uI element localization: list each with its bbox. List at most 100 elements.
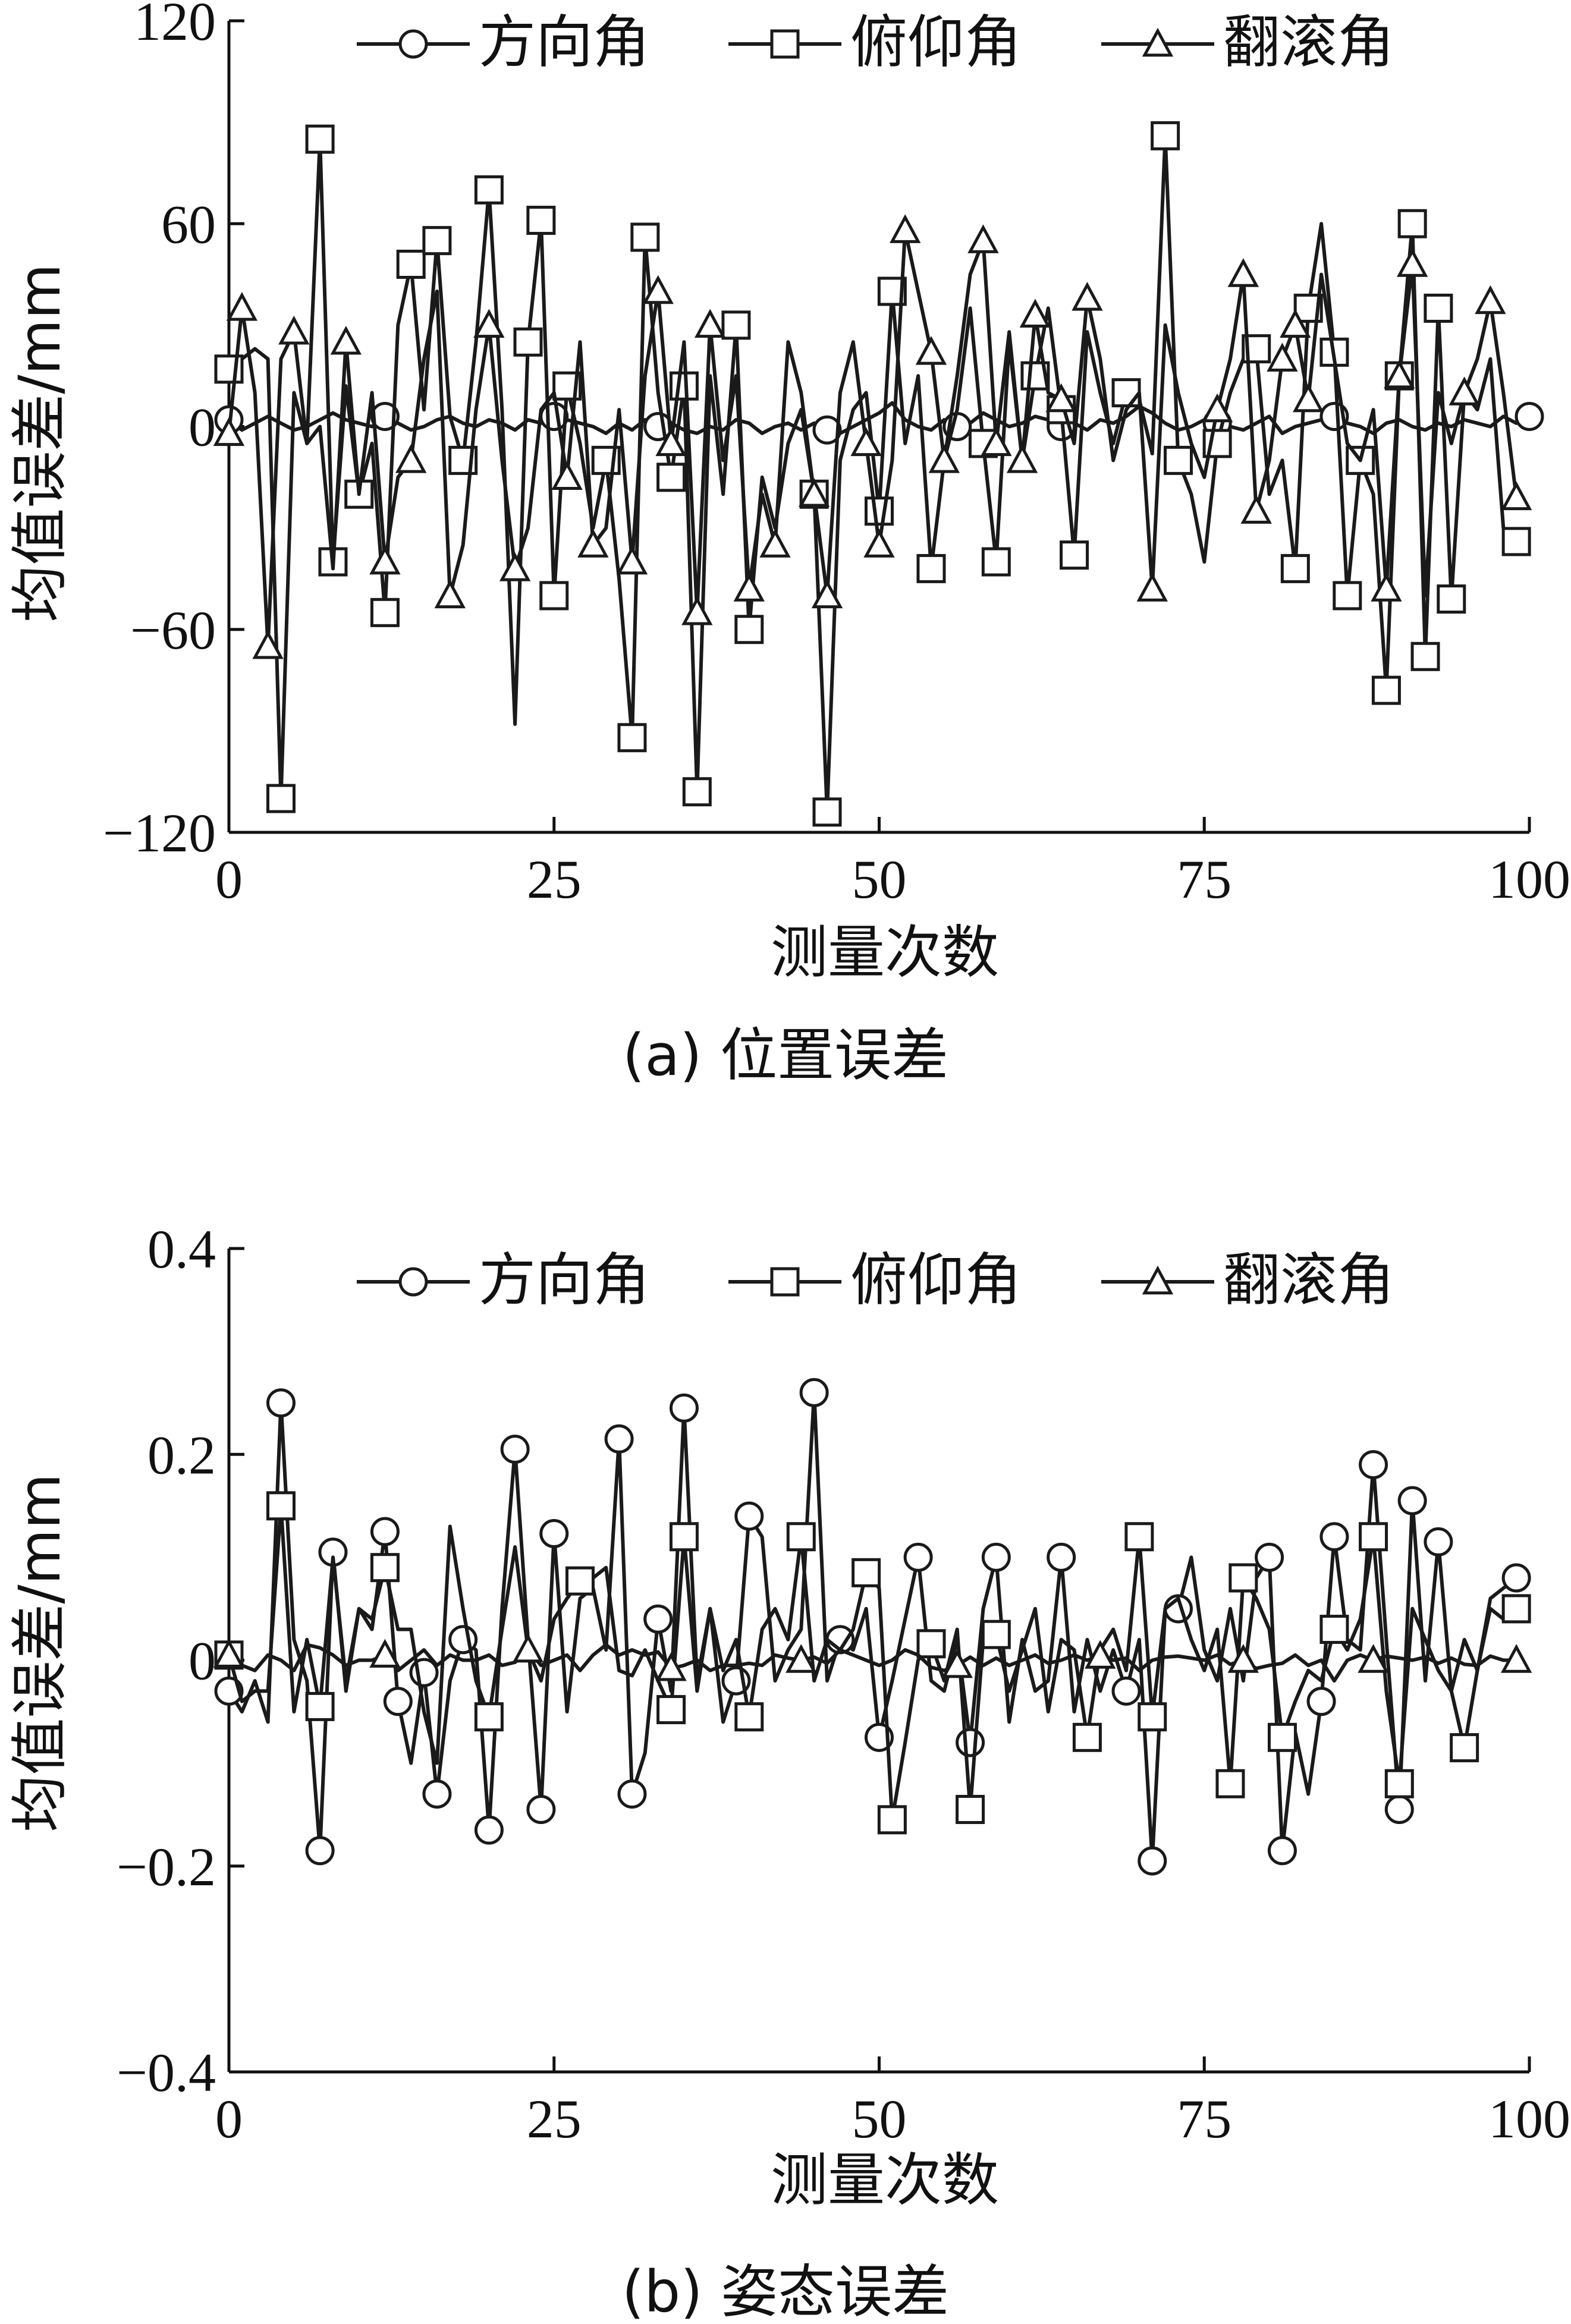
triangle-marker — [330, 326, 362, 355]
square-marker — [1151, 121, 1180, 150]
circle-marker — [604, 1424, 634, 1454]
circle-marker — [1515, 401, 1544, 431]
triangle-marker — [1358, 1644, 1389, 1673]
y-tick-label: −0.4 — [117, 2042, 216, 2103]
chart-caption: (a) 位置误差 — [623, 1022, 948, 1089]
circle-marker — [370, 401, 400, 431]
triangle-marker — [811, 579, 843, 609]
circle-marker — [448, 1625, 478, 1655]
circle-marker — [266, 1388, 296, 1418]
square-marker — [1215, 1769, 1245, 1798]
square-marker — [721, 310, 751, 340]
legend: 方向角 俯仰角 翻滚角 — [357, 1247, 1394, 1313]
triangle-marker — [1085, 1640, 1116, 1669]
x-tick-label: 25 — [527, 2089, 582, 2149]
triangle-marker — [512, 1633, 544, 1663]
x-tick-label: 100 — [1488, 2089, 1570, 2149]
y-tick-label: −120 — [103, 803, 216, 863]
circle-marker — [1319, 1522, 1349, 1552]
triangle-marker — [681, 596, 713, 625]
square-marker — [770, 1267, 800, 1297]
triangle-marker — [1142, 1265, 1174, 1295]
legend: 方向角 俯仰角 翻滚角 — [357, 9, 1394, 76]
x-tick-label: 50 — [852, 2089, 907, 2149]
triangle-marker — [1371, 573, 1402, 602]
square-marker — [1280, 554, 1310, 583]
circle-marker — [474, 1815, 504, 1845]
triangle-marker — [213, 1639, 245, 1668]
square-marker — [513, 327, 543, 357]
square-marker — [565, 1566, 595, 1596]
triangle-marker — [1449, 376, 1480, 405]
square-marker — [852, 1558, 881, 1587]
triangle-marker — [694, 309, 726, 338]
square-marker — [956, 1795, 985, 1825]
triangle-marker — [551, 461, 583, 490]
square-marker — [1371, 675, 1401, 705]
chart-caption: (b) 姿态误差 — [622, 2259, 949, 2324]
triangle-marker — [863, 529, 895, 558]
square-marker — [617, 723, 647, 753]
y-tick-label: 120 — [134, 0, 216, 52]
square-marker — [266, 784, 296, 813]
square-marker — [812, 797, 842, 827]
circle-marker — [669, 1393, 699, 1423]
series-markers-triangle — [213, 214, 1532, 659]
triangle-marker — [655, 427, 687, 457]
square-marker — [1138, 1702, 1167, 1732]
triangle-marker — [369, 1639, 401, 1668]
square-marker — [1359, 1522, 1388, 1552]
square-marker — [1450, 1733, 1479, 1763]
circle-marker — [1138, 1846, 1167, 1876]
square-marker — [1501, 527, 1531, 556]
y-axis-title: 均值误差/mm — [7, 263, 73, 622]
circle-marker — [1255, 1542, 1284, 1572]
square-marker — [370, 597, 400, 627]
x-tick-label: 0 — [215, 849, 243, 910]
circle-marker — [422, 1779, 452, 1809]
square-marker — [981, 1619, 1011, 1649]
square-marker — [1397, 209, 1427, 238]
triangle-marker — [642, 275, 674, 304]
square-marker — [630, 222, 660, 252]
y-tick-label: 0 — [188, 397, 216, 458]
square-marker — [1060, 540, 1089, 570]
square-marker — [539, 581, 569, 611]
circle-marker — [1306, 1687, 1336, 1716]
square-marker — [1410, 641, 1440, 671]
square-marker — [865, 496, 894, 526]
square-marker — [669, 1522, 699, 1552]
triangle-marker — [1006, 444, 1038, 473]
circle-marker — [398, 29, 428, 59]
circle-marker — [1359, 1450, 1388, 1480]
square-marker — [370, 1553, 400, 1583]
triangle-marker — [252, 630, 284, 659]
series-markers-triangle — [213, 1633, 1532, 1681]
triangle-marker — [473, 309, 505, 338]
circle-marker — [956, 1728, 985, 1757]
legend-label: 俯仰角 — [850, 1247, 1022, 1313]
square-marker — [474, 175, 504, 205]
square-marker — [734, 1702, 764, 1732]
circle-marker — [643, 1604, 673, 1634]
x-tick-label: 75 — [1177, 2089, 1231, 2149]
legend-label: 方向角 — [479, 9, 650, 76]
circle-marker — [734, 1501, 764, 1531]
y-tick-label: 0.2 — [147, 1424, 216, 1485]
x-tick-label: 0 — [215, 2089, 243, 2149]
circle-marker — [526, 1795, 556, 1825]
square-marker — [770, 29, 800, 59]
x-tick-label: 100 — [1488, 849, 1570, 910]
circle-marker — [1047, 1542, 1076, 1572]
series-line-circle — [227, 1391, 1517, 1863]
square-marker — [396, 250, 426, 279]
square-marker — [474, 1702, 504, 1732]
square-marker — [1437, 584, 1466, 614]
triangle-marker — [1267, 342, 1298, 372]
y-tick-label: 0 — [188, 1631, 216, 1691]
triangle-marker — [1280, 309, 1311, 338]
triangle-marker — [1500, 1644, 1532, 1673]
series-markers-circle — [214, 1378, 1531, 1876]
